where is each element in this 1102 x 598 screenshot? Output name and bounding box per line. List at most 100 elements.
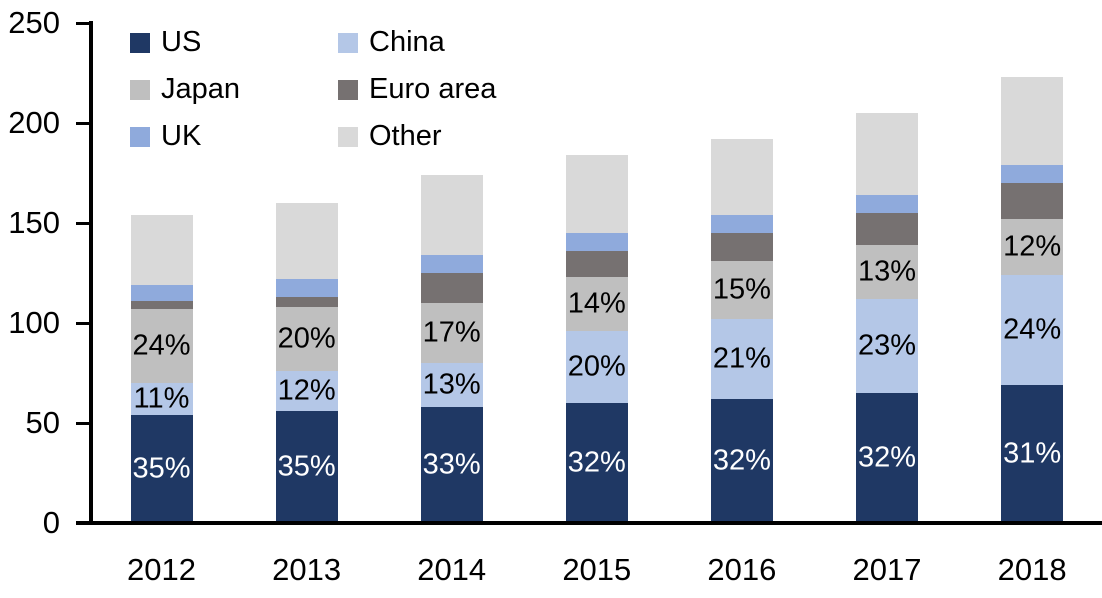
y-axis-label: 150	[8, 205, 60, 240]
bar-value-label-china: 11%	[133, 382, 190, 415]
x-axis-label-2014: 2014	[417, 552, 487, 587]
bar-value-label-us: 32%	[857, 441, 917, 474]
legend-label-other: Other	[369, 120, 442, 152]
legend-item-other: Other	[338, 120, 496, 153]
y-axis-line	[89, 21, 93, 525]
bar-value-label-us: 32%	[712, 444, 771, 477]
bar-value-label-japan: 15%	[712, 273, 771, 306]
bar-segment-us	[710, 399, 773, 523]
bar-segment-us	[420, 407, 483, 523]
bar-value-label-japan: 20%	[277, 322, 336, 355]
x-axis-label-2017: 2017	[852, 552, 922, 587]
bar-value-label-china: 13%	[422, 368, 481, 401]
legend-swatch-uk-icon	[130, 126, 150, 147]
legend-item-us: US	[130, 26, 338, 59]
legend-swatch-other-icon	[338, 126, 358, 147]
bar-segment-other	[420, 175, 483, 255]
bar-segment-china	[710, 319, 773, 399]
legend-item-euro-area: Euro area	[338, 73, 496, 106]
bar-segment-japan	[710, 261, 773, 319]
bar-value-label-us: 33%	[422, 448, 481, 481]
legend-label-us: US	[161, 26, 202, 58]
bar-segment-us	[1001, 385, 1064, 523]
bar-value-label-china: 23%	[857, 329, 917, 362]
bar-segment-japan	[275, 307, 338, 371]
bar-value-label-china: 24%	[1003, 313, 1062, 346]
x-axis-line	[76, 521, 1102, 525]
bar-segment-us	[565, 403, 628, 523]
y-axis-tick	[76, 422, 93, 425]
legend-item-china: China	[338, 26, 496, 59]
bar-segment-other	[130, 215, 193, 285]
bar-value-label-us: 35%	[277, 450, 336, 483]
bar-segment-china	[565, 331, 628, 403]
bar-segment-uk	[275, 279, 338, 297]
legend-label-china: China	[369, 26, 445, 58]
bar-segment-japan	[420, 303, 483, 363]
bar-segment-uk	[420, 255, 483, 273]
bar-segment-japan	[565, 277, 628, 331]
bar-segment-uk	[710, 215, 773, 233]
y-axis-label: 200	[8, 105, 60, 140]
y-axis-label: 250	[8, 5, 60, 40]
x-axis-label-2015: 2015	[562, 552, 632, 587]
legend-swatch-euro-area-icon	[338, 79, 358, 100]
bar-segment-euro-area	[565, 251, 628, 277]
y-axis-tick	[76, 22, 93, 25]
bar-segment-china	[130, 383, 193, 415]
y-axis-tick	[76, 222, 93, 225]
bar-segment-china	[856, 299, 918, 393]
y-axis-tick	[76, 322, 93, 325]
bar-segment-us	[275, 411, 338, 523]
x-axis-label-2012: 2012	[127, 552, 196, 587]
bar-segment-china	[275, 371, 338, 411]
legend-label-japan: Japan	[161, 73, 241, 105]
bar-segment-uk	[1001, 165, 1064, 183]
bar-segment-china	[420, 363, 483, 407]
bar-segment-other	[710, 139, 773, 215]
bar-value-label-china: 12%	[277, 374, 336, 407]
legend-item-japan: Japan	[130, 73, 338, 106]
y-axis-label: 50	[25, 405, 60, 440]
y-axis-label: 0	[42, 505, 60, 540]
bar-value-label-us: 32%	[567, 446, 626, 479]
legend-swatch-japan-icon	[130, 79, 150, 100]
bar-value-label-china: 20%	[567, 350, 626, 383]
bar-segment-us	[856, 393, 918, 523]
legend-label-euro-area: Euro area	[369, 73, 497, 105]
bar-segment-euro-area	[710, 233, 773, 261]
legend-item-uk: UK	[130, 120, 338, 153]
bar-segment-japan	[856, 245, 918, 299]
bar-value-label-us: 35%	[132, 452, 191, 485]
legend-swatch-us-icon	[130, 32, 150, 53]
bar-segment-euro-area	[130, 301, 193, 309]
bar-value-label-japan: 12%	[1003, 230, 1062, 263]
bar-segment-uk	[130, 285, 193, 301]
legend-swatch-china-icon	[338, 32, 358, 53]
bar-segment-china	[1001, 275, 1064, 385]
x-axis-label-2016: 2016	[707, 552, 777, 587]
bar-value-label-japan: 17%	[422, 316, 481, 349]
bar-segment-other	[856, 113, 918, 195]
bar-value-label-china: 21%	[712, 342, 771, 375]
bar-segment-euro-area	[275, 297, 338, 307]
bar-segment-uk	[565, 233, 628, 251]
bar-segment-euro-area	[1001, 183, 1064, 219]
bar-segment-japan	[130, 309, 193, 383]
bar-value-label-japan: 14%	[567, 287, 626, 320]
bar-value-label-us: 31%	[1003, 437, 1062, 470]
bar-value-label-japan: 13%	[857, 255, 917, 288]
bar-value-label-japan: 24%	[132, 329, 191, 362]
bar-segment-euro-area	[420, 273, 483, 303]
bar-segment-other	[565, 155, 628, 233]
bar-segment-other	[275, 203, 338, 279]
bar-segment-uk	[856, 195, 918, 213]
bar-segment-other	[1001, 77, 1064, 165]
legend-label-uk: UK	[161, 120, 202, 152]
bar-segment-euro-area	[856, 213, 918, 245]
bar-segment-us	[130, 415, 193, 523]
y-axis-label: 100	[8, 305, 60, 340]
legend: US China Japan Euro area UK Other	[130, 26, 496, 153]
y-axis-tick	[76, 122, 93, 125]
